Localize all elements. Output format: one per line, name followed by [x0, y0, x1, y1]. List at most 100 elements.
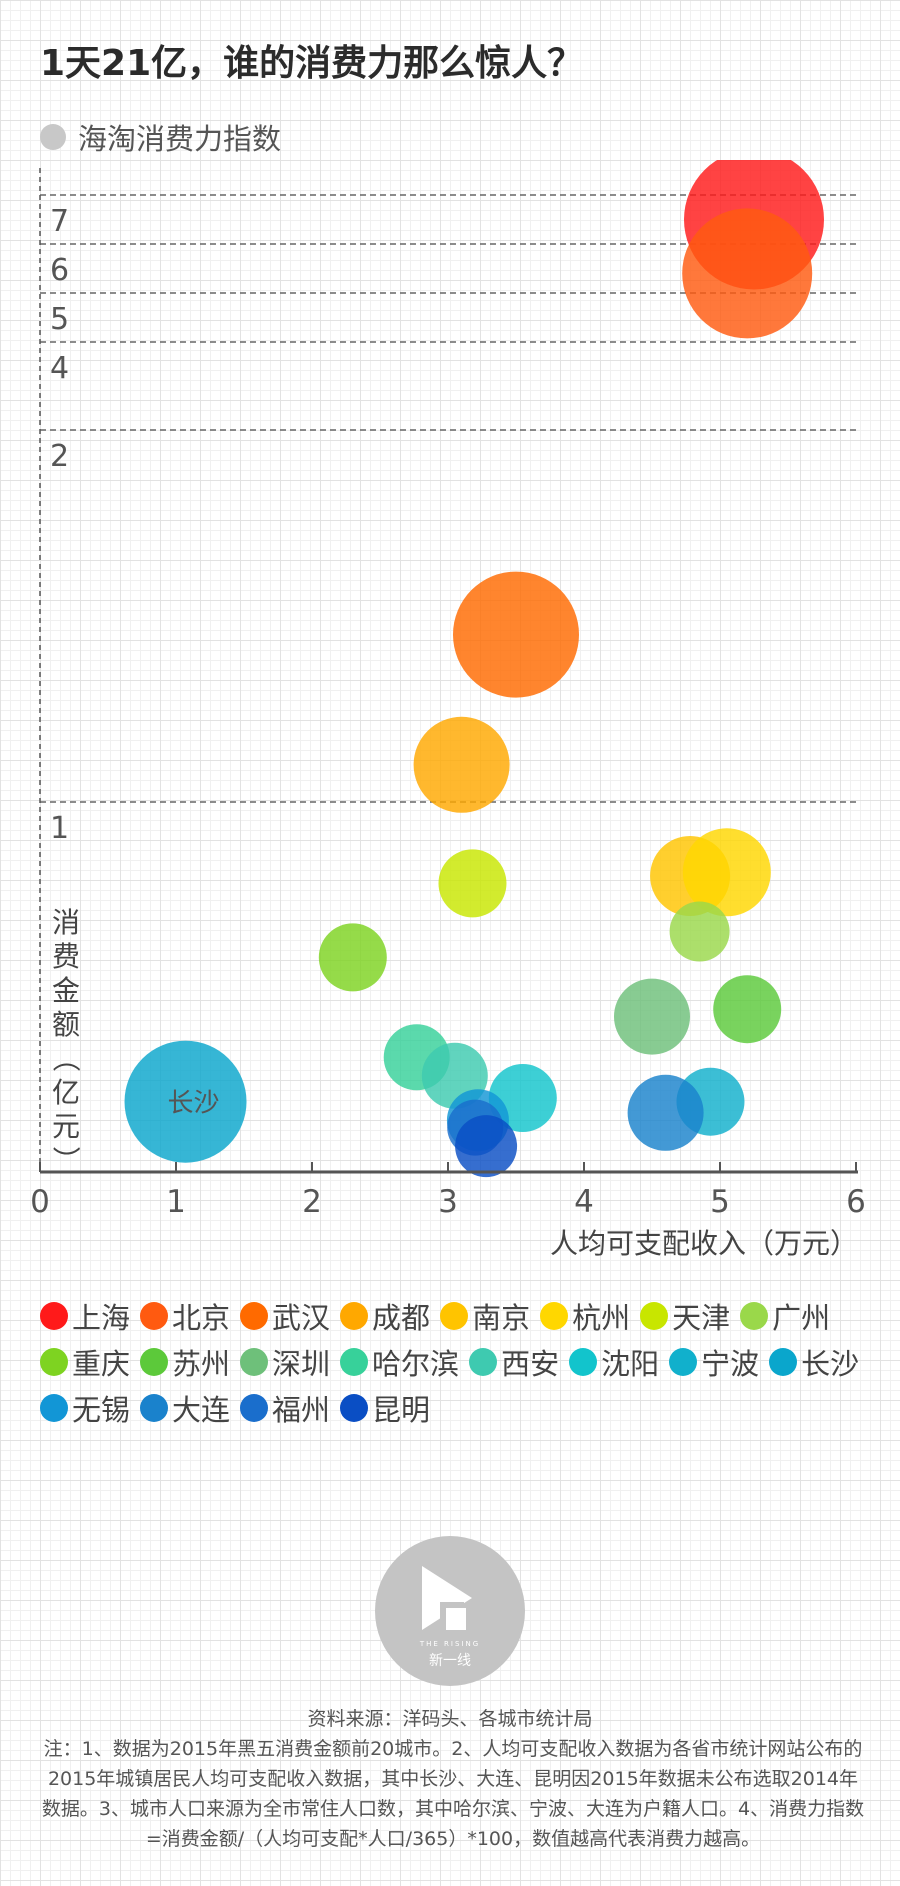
legend-item-武汉: 武汉 — [240, 1298, 331, 1335]
legend-item-宁波: 宁波 — [669, 1344, 760, 1381]
bubble-苏州 — [713, 975, 782, 1044]
legend-label: 广州 — [772, 1301, 831, 1335]
legend-label: 沈阳 — [601, 1347, 660, 1381]
y-tick-label: 2 — [50, 439, 69, 474]
bubble-昆明 — [455, 1115, 518, 1178]
legend-swatch — [340, 1302, 369, 1330]
x-tick-label: 1 — [166, 1184, 186, 1220]
legend-swatch — [140, 1348, 169, 1376]
legend-label: 大连 — [172, 1393, 231, 1427]
bubble-北京 — [682, 208, 813, 339]
y-axis-label-char: 费 — [52, 940, 80, 973]
y-axis-label-char: 消 — [52, 906, 80, 939]
y-tick-label: 6 — [50, 253, 69, 288]
y-axis-label-char: （ — [49, 1044, 82, 1072]
legend-swatch — [740, 1302, 769, 1330]
legend-label: 宁波 — [701, 1347, 760, 1381]
x-axis-label: 人均可支配收入（万元） — [550, 1227, 858, 1260]
y-axis-label-char: 亿 — [52, 1076, 80, 1109]
y-tick-label: 5 — [50, 302, 69, 337]
bubble-重庆 — [318, 923, 387, 992]
legend-swatch — [640, 1302, 669, 1330]
source-note: 资料来源：洋码头、各城市统计局 — [307, 1708, 593, 1730]
legend-item-西安: 西安 — [469, 1344, 560, 1381]
legend-swatch — [240, 1348, 269, 1376]
brand-logo: THE RISING 新一线 — [375, 1536, 525, 1686]
legend-label: 哈尔滨 — [372, 1347, 460, 1381]
y-axis-label-char: ） — [49, 1146, 82, 1174]
legend-swatch — [240, 1394, 269, 1422]
legend-swatch — [440, 1302, 469, 1330]
y-tick-label: 4 — [50, 351, 69, 386]
bubble-长沙 — [124, 1040, 247, 1163]
y-tick-label: 1 — [50, 811, 69, 846]
x-tick-label: 2 — [302, 1184, 322, 1220]
bubble-杭州 — [682, 828, 771, 917]
legend-item-深圳: 深圳 — [240, 1344, 331, 1381]
legend-label: 长沙 — [801, 1347, 860, 1381]
legend-item-苏州: 苏州 — [140, 1344, 231, 1381]
legend-item-杭州: 杭州 — [540, 1298, 631, 1335]
x-tick-label: 0 — [30, 1184, 50, 1220]
legend-item-福州: 福州 — [240, 1390, 331, 1427]
legend-swatch — [469, 1348, 498, 1376]
logo-text-cn: 新一线 — [429, 1653, 471, 1669]
y-axis-label: 消费金额 （ 亿元 ） — [49, 906, 82, 1174]
legend-swatch — [40, 1394, 68, 1422]
bubble-深圳 — [614, 978, 690, 1055]
legend-label: 天津 — [672, 1301, 731, 1335]
x-tick-label: 3 — [438, 1184, 458, 1220]
bubble-天津 — [438, 849, 507, 918]
legend-swatch — [40, 1348, 68, 1376]
legend-item-哈尔滨: 哈尔滨 — [340, 1344, 460, 1381]
legend-swatch — [769, 1348, 798, 1376]
x-tick-label: 4 — [574, 1184, 594, 1220]
legend-label: 南京 — [472, 1301, 531, 1335]
legend-label: 成都 — [372, 1301, 431, 1335]
legend-item-北京: 北京 — [140, 1298, 231, 1335]
bubble-大连 — [627, 1074, 704, 1151]
legend-item-无锡: 无锡 — [40, 1390, 130, 1427]
bubble-chart: 1 2 4 5 6 7 0 1 2 3 4 5 6 长沙 人均可支配收入（万元） 消费金额 （ 亿元 ） — [30, 160, 866, 1260]
legend-swatch — [40, 1302, 68, 1330]
legend-swatch — [340, 1348, 369, 1376]
chart-axes — [39, 168, 858, 1174]
legend-label: 北京 — [172, 1301, 231, 1335]
x-tick-label: 6 — [846, 1184, 866, 1220]
y-tick-label: 7 — [50, 204, 69, 239]
legend-label: 西安 — [501, 1347, 560, 1381]
point-label-changsha: 长沙 — [168, 1089, 220, 1119]
legend-swatch — [140, 1302, 169, 1330]
legend-swatch — [240, 1302, 269, 1330]
legend-label: 苏州 — [172, 1347, 231, 1381]
legend-swatch — [340, 1394, 369, 1422]
legend-label: 深圳 — [272, 1347, 331, 1381]
legend-label: 重庆 — [72, 1347, 131, 1381]
legend-item-重庆: 重庆 — [40, 1344, 131, 1381]
legend-label: 上海 — [72, 1301, 131, 1335]
legend-item-成都: 成都 — [340, 1298, 431, 1335]
legend-swatch — [669, 1348, 698, 1376]
page-title: 1天21亿，谁的消费力那么惊人？ — [40, 43, 584, 84]
series-legend-dot — [40, 124, 66, 150]
legend-item-昆明: 昆明 — [340, 1390, 431, 1427]
legend-item-长沙: 长沙 — [769, 1344, 860, 1381]
y-axis-label-char: 金 — [52, 974, 80, 1007]
bubble-武汉 — [453, 571, 579, 698]
city-legend: 上海 北京 武汉 成都 南京 杭州 天津 广州重庆 苏州 深圳 哈尔滨 西安 沈阳 宁波 长沙无锡 大连 福州 昆… — [40, 1298, 880, 1427]
legend-label: 昆明 — [372, 1393, 431, 1427]
legend-item-大连: 大连 — [140, 1390, 231, 1427]
logo-text-en: THE RISING — [419, 1640, 481, 1648]
legend-item-广州: 广州 — [740, 1298, 831, 1335]
bubble-成都 — [413, 716, 510, 813]
legend-item-上海: 上海 — [40, 1298, 131, 1335]
legend-label: 武汉 — [272, 1301, 331, 1335]
legend-item-南京: 南京 — [440, 1298, 531, 1335]
chart-ticks: 1 2 4 5 6 7 0 1 2 3 4 5 6 — [30, 204, 866, 1220]
y-axis-label-char: 元 — [52, 1110, 80, 1143]
legend-label: 福州 — [272, 1393, 331, 1427]
legend-item-天津: 天津 — [640, 1298, 731, 1335]
legend-label: 杭州 — [572, 1301, 631, 1335]
series-legend: 海淘消费力指数 — [40, 116, 281, 158]
legend-swatch — [569, 1348, 598, 1376]
